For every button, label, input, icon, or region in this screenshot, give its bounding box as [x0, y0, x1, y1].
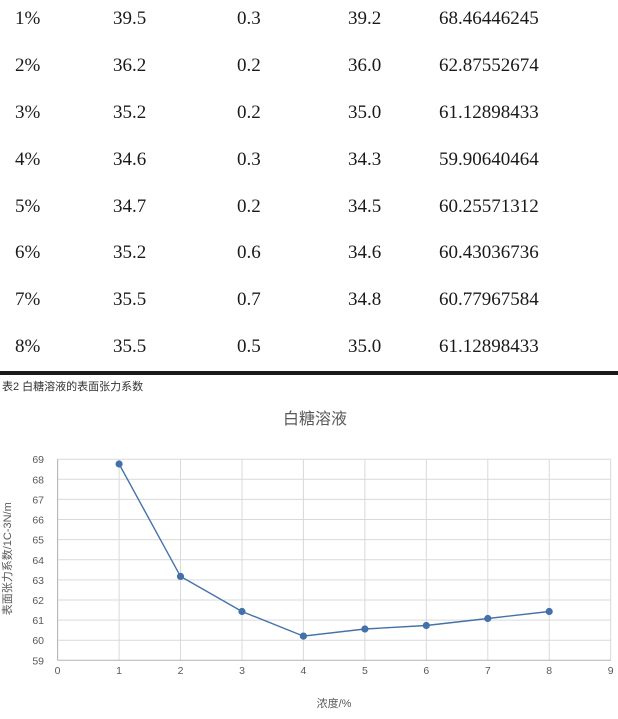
svg-text:4: 4 [300, 665, 306, 677]
svg-text:64: 64 [32, 555, 44, 567]
svg-text:7: 7 [485, 665, 491, 677]
svg-text:66: 66 [32, 515, 44, 527]
svg-text:0: 0 [55, 665, 61, 677]
svg-text:白糖溶液: 白糖溶液 [283, 410, 347, 428]
svg-text:67: 67 [32, 494, 44, 506]
svg-text:5: 5 [362, 665, 368, 677]
svg-text:61: 61 [32, 615, 44, 627]
svg-text:3: 3 [239, 665, 245, 677]
svg-text:59: 59 [32, 655, 44, 667]
svg-text:1: 1 [116, 665, 122, 677]
svg-text:浓度/%: 浓度/% [317, 696, 352, 710]
svg-text:9: 9 [608, 665, 614, 677]
svg-text:8: 8 [546, 665, 552, 677]
svg-text:6: 6 [423, 665, 429, 677]
svg-text:63: 63 [32, 575, 44, 587]
svg-text:2: 2 [178, 665, 184, 677]
svg-text:65: 65 [32, 535, 44, 547]
svg-text:62: 62 [32, 595, 44, 607]
svg-text:69: 69 [32, 454, 44, 466]
svg-text:表面张力系数/1C-3N/m: 表面张力系数/1C-3N/m [0, 502, 14, 615]
svg-text:60: 60 [32, 635, 44, 647]
svg-text:68: 68 [32, 474, 44, 486]
